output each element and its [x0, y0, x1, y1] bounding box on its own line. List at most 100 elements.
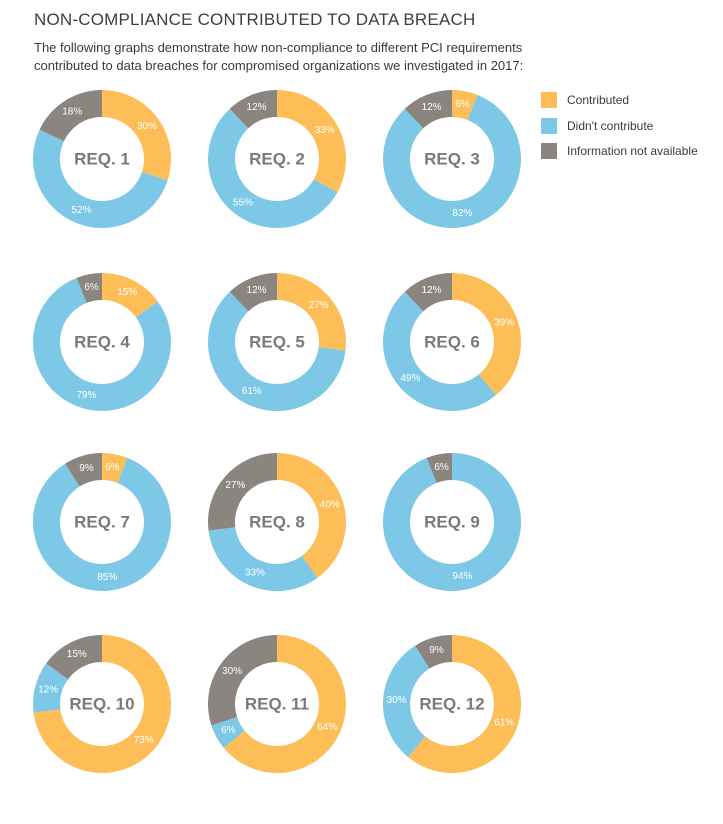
donut-slice-contributed: [408, 635, 522, 773]
donut-slice-didnt-contribute: [382, 291, 496, 412]
slice-data-label: 30%: [387, 695, 407, 706]
donut-slice-not-available: [229, 90, 277, 129]
slice-data-label: 12%: [422, 102, 442, 113]
donut-slice-didnt-contribute: [32, 129, 168, 229]
donut-slice-didnt-contribute: [383, 645, 430, 758]
slice-data-label: 12%: [247, 102, 267, 113]
donut-chart: 33% 55% 12% REQ. 2: [207, 90, 347, 229]
slice-data-label: 61%: [494, 717, 514, 728]
slice-data-label: 33%: [315, 125, 335, 136]
donut-slice-not-available: [46, 635, 102, 680]
donut-slice-contributed: [277, 90, 347, 193]
donut-slice-not-available: [76, 273, 102, 303]
donut-slice-didnt-contribute: [383, 453, 522, 591]
slice-data-label: 30%: [222, 666, 242, 677]
donut-slice-didnt-contribute: [211, 716, 245, 748]
legend-label: Contributed: [567, 93, 630, 107]
donut-chart: 40% 33% 27% REQ. 8: [208, 453, 346, 591]
donut-slice-didnt-contribute: [208, 291, 346, 412]
donut-slice-contributed: [102, 273, 158, 318]
donut-slice-not-available: [415, 635, 452, 669]
slice-data-label: 6%: [455, 99, 470, 110]
donut-slice-contributed: [452, 273, 522, 396]
donut-center-label: REQ. 12: [419, 695, 484, 714]
donut-chart: 6% 82% 12% REQ. 3: [383, 90, 521, 228]
subtitle-line: contributed to data breaches for comprom…: [34, 58, 524, 73]
slice-data-label: 94%: [452, 571, 472, 582]
slice-data-label: 9%: [79, 463, 94, 474]
donut-slice-contributed: [223, 635, 346, 773]
slice-data-label: 85%: [97, 572, 117, 583]
slice-data-label: 49%: [400, 373, 420, 384]
slice-data-label: 6%: [434, 462, 449, 473]
donut-slice-contributed: [452, 90, 478, 120]
donut-slice-not-available: [39, 90, 102, 142]
donut-slice-didnt-contribute: [33, 277, 172, 411]
donut-slice-not-available: [207, 635, 277, 726]
donut-slice-didnt-contribute: [383, 94, 521, 228]
subtitle-line: The following graphs demonstrate how non…: [34, 40, 523, 55]
donut-chart: 15% 79% 6% REQ. 4: [33, 273, 172, 411]
slice-data-label: 52%: [72, 205, 92, 216]
donut-slice-didnt-contribute: [207, 108, 338, 229]
donut-slice-not-available: [404, 90, 452, 129]
slice-data-label: 12%: [422, 285, 442, 296]
slice-data-label: 18%: [62, 107, 82, 118]
slice-data-label: 15%: [117, 287, 137, 298]
legend-label: Information not available: [567, 144, 698, 158]
slice-data-label: 6%: [221, 725, 236, 736]
legend-item-didnt-contribute: Didn't contribute: [541, 117, 698, 134]
donut-center-label: REQ. 7: [74, 513, 130, 532]
slice-data-label: 9%: [429, 645, 444, 656]
donut-chart: 94% 6% REQ. 9: [383, 453, 522, 591]
donut-center-label: REQ. 2: [249, 150, 305, 169]
slice-data-label: 27%: [309, 300, 329, 311]
donut-center-label: REQ. 11: [245, 695, 309, 714]
donut-chart: 27% 61% 12% REQ. 5: [208, 273, 346, 412]
donut-center-label: REQ. 1: [74, 150, 130, 169]
legend-item-not-available: Information not available: [541, 143, 698, 159]
donut-slice-not-available: [426, 453, 452, 483]
donut-slice-not-available: [208, 453, 277, 531]
donut-slice-didnt-contribute: [32, 663, 69, 713]
legend-item-contributed: Contributed: [541, 92, 698, 108]
donut-slice-not-available: [404, 273, 452, 312]
donut-chart: 6% 85% 9% REQ. 7: [32, 453, 171, 591]
donut-center-label: REQ. 8: [249, 513, 305, 532]
donut-slice-not-available: [229, 273, 277, 312]
donut-center-label: REQ. 10: [69, 695, 134, 714]
donut-chart: 39% 49% 12% REQ. 6: [382, 273, 522, 412]
slice-data-label: 33%: [245, 567, 265, 578]
donut-slice-not-available: [65, 453, 102, 487]
legend-label: Didn't contribute: [567, 118, 654, 133]
donut-center-label: REQ. 9: [424, 513, 480, 532]
legend-swatch: [541, 117, 557, 134]
donut-slice-didnt-contribute: [32, 457, 171, 591]
slice-data-label: 73%: [134, 735, 154, 746]
legend-swatch: [541, 92, 557, 108]
donut-slice-contributed: [33, 635, 172, 774]
chart-title: NON-COMPLIANCE CONTRIBUTED TO DATA BREAC…: [34, 10, 476, 29]
slice-data-label: 64%: [317, 722, 337, 733]
donut-chart: 61% 30% 9% REQ. 12: [383, 635, 522, 773]
slice-data-label: 82%: [452, 208, 472, 219]
donut-chart: 64% 6% 30% REQ. 11: [207, 635, 346, 773]
slice-data-label: 6%: [105, 462, 120, 473]
slice-data-label: 12%: [38, 685, 58, 696]
donut-slice-contributed: [277, 453, 346, 578]
donut-center-label: REQ. 5: [249, 333, 305, 352]
slice-data-label: 27%: [225, 480, 245, 491]
donut-slice-contributed: [102, 90, 171, 181]
chart-subtitle: The following graphs demonstrate how non…: [34, 39, 534, 75]
donut-slice-contributed: [102, 453, 128, 483]
slice-data-label: 55%: [233, 197, 253, 208]
legend: Contributed Didn't contribute Informatio…: [541, 92, 698, 169]
donut-slice-contributed: [277, 273, 346, 351]
donut-chart: 73% 12% 15% REQ. 10: [32, 635, 172, 774]
donut-center-label: REQ. 3: [424, 150, 480, 169]
donut-chart: 30% 52% 18% REQ. 1: [32, 90, 171, 229]
slice-data-label: 6%: [84, 282, 99, 293]
legend-swatch: [541, 143, 557, 159]
slice-data-label: 15%: [67, 649, 87, 660]
